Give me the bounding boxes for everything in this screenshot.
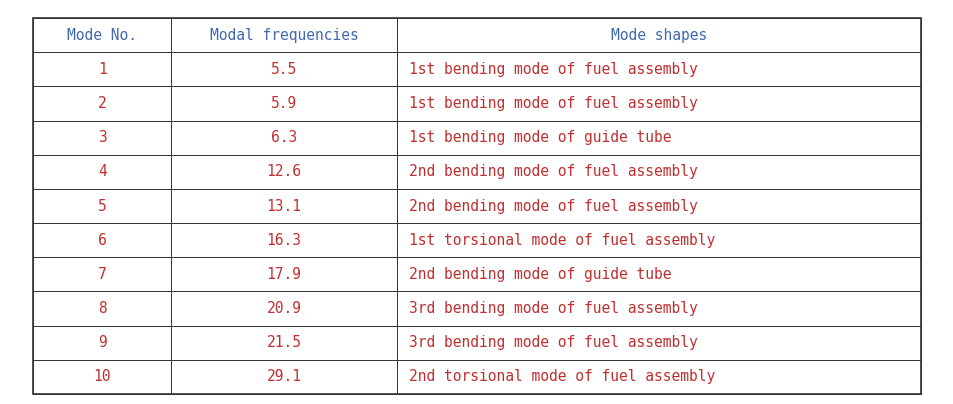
- Bar: [396, 223, 920, 257]
- Text: 3: 3: [97, 130, 107, 145]
- Text: 29.1: 29.1: [266, 369, 301, 384]
- Text: Modal frequencies: Modal frequencies: [210, 28, 358, 43]
- Bar: [396, 155, 920, 189]
- Text: 5: 5: [97, 198, 107, 214]
- Bar: [396, 86, 920, 121]
- Bar: [33, 155, 171, 189]
- Bar: [171, 18, 396, 53]
- Bar: [171, 291, 396, 326]
- Bar: [33, 291, 171, 326]
- Bar: [171, 155, 396, 189]
- Text: 2: 2: [97, 96, 107, 111]
- Text: 17.9: 17.9: [266, 267, 301, 282]
- Bar: [396, 291, 920, 326]
- Bar: [33, 326, 171, 360]
- Bar: [171, 189, 396, 223]
- Bar: [33, 223, 171, 257]
- Text: 5.9: 5.9: [271, 96, 296, 111]
- Text: 16.3: 16.3: [266, 233, 301, 248]
- Text: 10: 10: [93, 369, 111, 384]
- Bar: [396, 18, 920, 53]
- Bar: [396, 53, 920, 86]
- Bar: [171, 326, 396, 360]
- Bar: [33, 53, 171, 86]
- Bar: [396, 189, 920, 223]
- Bar: [33, 18, 171, 53]
- Bar: [33, 86, 171, 121]
- Text: 9: 9: [97, 335, 107, 350]
- Text: 3rd bending mode of fuel assembly: 3rd bending mode of fuel assembly: [408, 335, 697, 350]
- Text: 1st bending mode of fuel assembly: 1st bending mode of fuel assembly: [408, 62, 697, 77]
- Text: 2nd bending mode of fuel assembly: 2nd bending mode of fuel assembly: [408, 198, 697, 214]
- Text: 20.9: 20.9: [266, 301, 301, 316]
- Text: 1st bending mode of guide tube: 1st bending mode of guide tube: [408, 130, 670, 145]
- Text: 1: 1: [97, 62, 107, 77]
- Text: 2nd bending mode of fuel assembly: 2nd bending mode of fuel assembly: [408, 164, 697, 179]
- Text: 1st torsional mode of fuel assembly: 1st torsional mode of fuel assembly: [408, 233, 714, 248]
- Text: 4: 4: [97, 164, 107, 179]
- Text: 13.1: 13.1: [266, 198, 301, 214]
- Bar: [396, 121, 920, 155]
- Text: 12.6: 12.6: [266, 164, 301, 179]
- Bar: [171, 86, 396, 121]
- Text: 5.5: 5.5: [271, 62, 296, 77]
- Bar: [33, 121, 171, 155]
- Bar: [171, 223, 396, 257]
- Bar: [396, 326, 920, 360]
- Bar: [171, 360, 396, 394]
- Bar: [33, 360, 171, 394]
- Text: 6.3: 6.3: [271, 130, 296, 145]
- Text: 21.5: 21.5: [266, 335, 301, 350]
- Text: 8: 8: [97, 301, 107, 316]
- Text: 2nd torsional mode of fuel assembly: 2nd torsional mode of fuel assembly: [408, 369, 714, 384]
- Text: 2nd bending mode of guide tube: 2nd bending mode of guide tube: [408, 267, 670, 282]
- Bar: [396, 257, 920, 291]
- Bar: [396, 360, 920, 394]
- Text: Mode shapes: Mode shapes: [610, 28, 706, 43]
- Bar: [171, 53, 396, 86]
- Text: 3rd bending mode of fuel assembly: 3rd bending mode of fuel assembly: [408, 301, 697, 316]
- Bar: [171, 121, 396, 155]
- Text: 7: 7: [97, 267, 107, 282]
- Bar: [33, 257, 171, 291]
- Bar: [171, 257, 396, 291]
- Bar: [33, 189, 171, 223]
- Text: 1st bending mode of fuel assembly: 1st bending mode of fuel assembly: [408, 96, 697, 111]
- Text: Mode No.: Mode No.: [67, 28, 137, 43]
- Text: 6: 6: [97, 233, 107, 248]
